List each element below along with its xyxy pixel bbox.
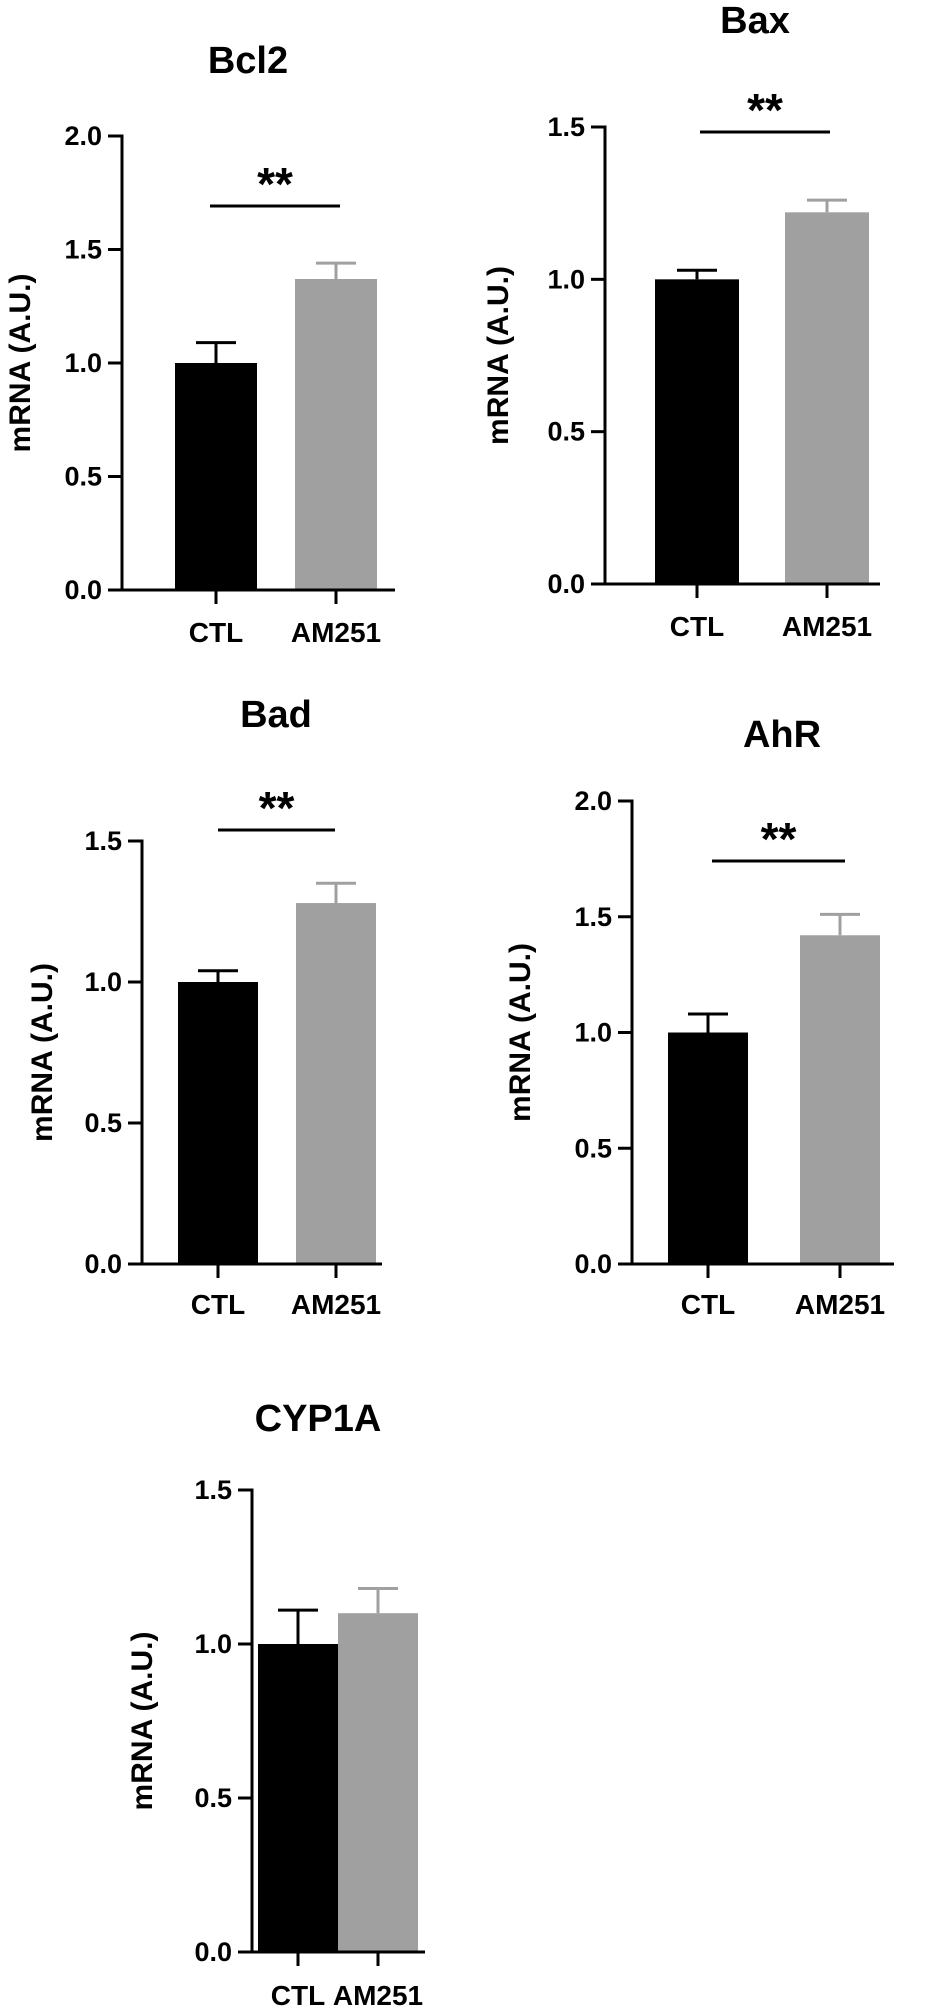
y-tick-label: 1.5 bbox=[84, 826, 122, 856]
y-tick-label: 1.5 bbox=[64, 235, 102, 265]
y-axis-label: mRNA (A.U.) bbox=[26, 963, 59, 1142]
y-axis-label: mRNA (A.U.) bbox=[4, 274, 37, 453]
significance-label: ** bbox=[761, 813, 797, 865]
x-tick-label: AM251 bbox=[795, 1289, 885, 1320]
y-axis-label: mRNA (A.U.) bbox=[482, 266, 515, 445]
bar-am251 bbox=[295, 279, 377, 590]
y-tick-label: 0.5 bbox=[64, 462, 102, 492]
y-tick-label: 1.0 bbox=[547, 264, 585, 294]
bar-ctl bbox=[258, 1644, 338, 1952]
y-tick-label: 1.0 bbox=[194, 1629, 232, 1659]
chart-title: Bax bbox=[720, 0, 790, 42]
chart-panel-2: Bax mRNA (A.U.) 0.0 0.5 1.0 1.5 CTL AM251 ** bbox=[482, 0, 880, 642]
y-tick-label: 0.5 bbox=[84, 1108, 122, 1138]
x-tick-label: CTL bbox=[189, 617, 243, 648]
chart-panel-5: CYP1A mRNA (A.U.) 0.0 0.5 1.0 1.5 CTL AM251 bbox=[126, 1398, 425, 2011]
bar-ctl bbox=[655, 279, 739, 584]
y-tick-label: 1.5 bbox=[194, 1475, 232, 1505]
y-tick-label: 0.0 bbox=[64, 575, 102, 605]
y-tick-label: 1.5 bbox=[547, 112, 585, 142]
y-tick-label: 0.5 bbox=[194, 1783, 232, 1813]
significance-label: ** bbox=[747, 84, 783, 136]
y-tick-label: 0.0 bbox=[574, 1249, 612, 1279]
chart-panel-4: AhR mRNA (A.U.) 0.0 0.5 1.0 1.5 2.0 CTL AM251 ** bbox=[504, 714, 894, 1320]
x-tick-label: AM251 bbox=[333, 1980, 423, 2011]
y-tick-label: 2.0 bbox=[574, 786, 612, 816]
bar-am251 bbox=[785, 212, 869, 584]
bar-am251 bbox=[338, 1613, 418, 1952]
y-axis-label: mRNA (A.U.) bbox=[126, 1632, 159, 1811]
y-axis-label: mRNA (A.U.) bbox=[504, 943, 537, 1122]
x-tick-label: CTL bbox=[681, 1289, 735, 1320]
y-tick-label: 1.0 bbox=[64, 348, 102, 378]
chart-title: AhR bbox=[743, 714, 821, 756]
bar-am251 bbox=[296, 903, 376, 1264]
y-tick-label: 0.0 bbox=[194, 1937, 232, 1967]
x-tick-label: CTL bbox=[271, 1980, 325, 2011]
y-tick-label: 1.0 bbox=[84, 967, 122, 997]
x-tick-label: CTL bbox=[191, 1289, 245, 1320]
chart-title: CYP1A bbox=[255, 1398, 382, 1440]
x-tick-label: AM251 bbox=[782, 611, 872, 642]
y-tick-label: 1.5 bbox=[574, 902, 612, 932]
chart-panel-3: Bad mRNA (A.U.) 0.0 0.5 1.0 1.5 CTL AM251 ** bbox=[26, 694, 382, 1320]
chart-panel-1: Bcl2 mRNA (A.U.) 0.0 0.5 1.0 1.5 2.0 CTL AM251 ** bbox=[4, 40, 395, 648]
significance-label: ** bbox=[257, 158, 293, 210]
bar-ctl bbox=[668, 1032, 748, 1264]
y-tick-label: 1.0 bbox=[574, 1018, 612, 1048]
y-tick-label: 0.5 bbox=[547, 417, 585, 447]
y-tick-label: 0.0 bbox=[547, 569, 585, 599]
y-tick-label: 2.0 bbox=[64, 121, 102, 151]
x-tick-label: AM251 bbox=[291, 1289, 381, 1320]
bar-ctl bbox=[178, 982, 258, 1264]
chart-title: Bcl2 bbox=[208, 40, 288, 82]
bar-am251 bbox=[800, 935, 880, 1264]
y-tick-label: 0.0 bbox=[84, 1249, 122, 1279]
y-tick-label: 0.5 bbox=[574, 1133, 612, 1163]
x-tick-label: CTL bbox=[670, 611, 724, 642]
significance-label: ** bbox=[259, 782, 295, 834]
bar-ctl bbox=[175, 363, 257, 590]
chart-title: Bad bbox=[240, 694, 312, 736]
x-tick-label: AM251 bbox=[291, 617, 381, 648]
